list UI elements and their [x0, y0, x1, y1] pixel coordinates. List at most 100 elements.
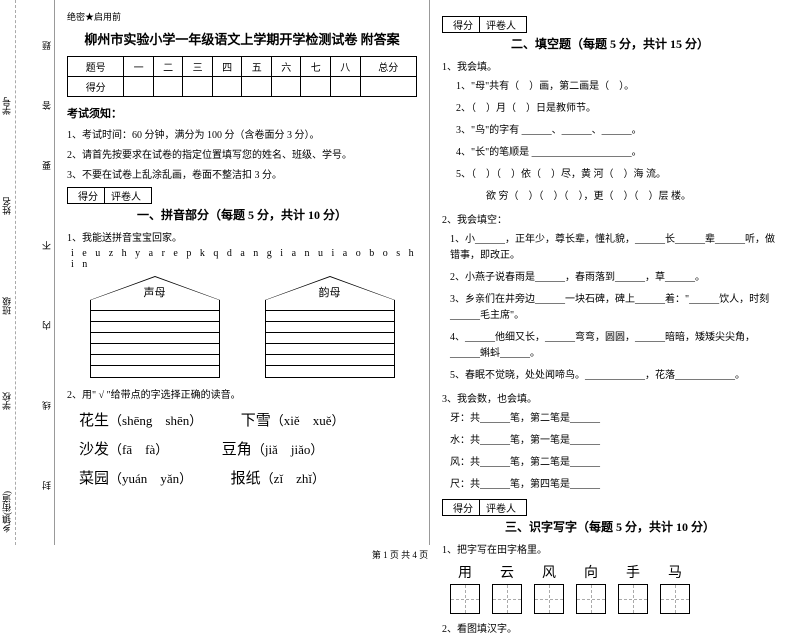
- score-cell: [360, 77, 417, 97]
- binding-label: 学号: [0, 97, 13, 115]
- house-shengmu: 声母: [90, 276, 220, 378]
- binding-vtext: 要: [40, 161, 53, 170]
- pron-row: 花生（shēng shēn） 下雪（xiě xuě）: [79, 409, 417, 430]
- binding-vtext: 不: [40, 241, 53, 250]
- fill-line: 尺：共______笔，第四笔是______: [450, 477, 778, 493]
- tianzi-group: 云: [492, 562, 522, 614]
- section-title: 二、填空题（每题 5 分，共计 15 分）: [442, 35, 778, 52]
- question: 3、我会数，也会填。: [442, 390, 778, 405]
- char: 云: [492, 562, 522, 582]
- exam-title: 柳州市实验小学一年级语文上学期开学检测试卷 附答案: [67, 29, 417, 48]
- section-title: 三、识字写字（每题 5 分，共计 10 分）: [442, 518, 778, 535]
- score-cell: [183, 77, 213, 97]
- score-cell: [242, 77, 272, 97]
- binding-vtext: 内: [40, 321, 53, 330]
- char: 马: [660, 562, 690, 582]
- tianzi-group: 向: [576, 562, 606, 614]
- score-cell: [124, 77, 154, 97]
- binding-vtext: 答: [40, 101, 53, 110]
- fill-line: 4、"长"的笔顺是 ____________________。: [456, 145, 778, 161]
- notice-line: 3、不要在试卷上乱涂乱画，卷面不整洁扣 3 分。: [67, 166, 417, 181]
- tianzi-row: 用 云 风 向 手 马: [450, 562, 778, 614]
- left-column: 绝密★启用前 柳州市实验小学一年级语文上学期开学检测试卷 附答案 题号 一 二 …: [55, 0, 430, 545]
- section-score-box: 得分 评卷人: [67, 187, 417, 204]
- char: 向: [576, 562, 606, 582]
- secrecy-mark: 绝密★启用前: [67, 10, 417, 23]
- fill-line: 风：共______笔，第二笔是______: [450, 455, 778, 471]
- fill-line: 5、（ ）（ ）依（ ）尽，黄 河（ ）海 流。: [456, 167, 778, 183]
- score-header: 四: [212, 57, 242, 77]
- tianzi-group: 马: [660, 562, 690, 614]
- char: 用: [450, 562, 480, 582]
- question: 2、我会填空：: [442, 211, 778, 226]
- notice-line: 2、请首先按要求在试卷的指定位置填写您的姓名、班级、学号。: [67, 146, 417, 161]
- score-header: 题号: [68, 57, 124, 77]
- score-header: 一: [124, 57, 154, 77]
- binding-dashed-line: [15, 0, 16, 545]
- score-header: 六: [271, 57, 301, 77]
- question: 1、我能送拼音宝宝回家。: [67, 229, 417, 244]
- tianzi-box: [660, 584, 690, 614]
- question: 1、我会填。: [442, 58, 778, 73]
- notice-line: 1、考试时间：60 分钟，满分为 100 分（含卷面分 3 分）。: [67, 126, 417, 141]
- pron-row: 菜园（yuán yǎn） 报纸（zǐ zhǐ）: [79, 467, 417, 488]
- binding-label: 乡镇(街道): [0, 491, 13, 533]
- roof-label: 声母: [90, 284, 220, 300]
- tianzi-group: 手: [618, 562, 648, 614]
- roof-label: 韵母: [265, 284, 395, 300]
- binding-margin: 乡镇(街道) 学校 班级 姓名 学号 封 线 内 不 要 答 题: [0, 0, 55, 545]
- right-column: 得分 评卷人 二、填空题（每题 5 分，共计 15 分） 1、我会填。 1、"母…: [430, 0, 790, 545]
- fill-line: 水：共______笔，第一笔是______: [450, 433, 778, 449]
- char: 手: [618, 562, 648, 582]
- score-cell: [212, 77, 242, 97]
- binding-label: 班级: [0, 297, 13, 315]
- grader-label: 评卷人: [105, 188, 147, 203]
- tianzi-box: [534, 584, 564, 614]
- section-title: 一、拼音部分（每题 5 分，共计 10 分）: [67, 206, 417, 223]
- score-cell: [271, 77, 301, 97]
- score-header: 七: [301, 57, 331, 77]
- houses: 声母 韵母: [67, 276, 417, 378]
- score-label: 得分: [72, 188, 105, 203]
- score-header: 八: [330, 57, 360, 77]
- tianzi-box: [450, 584, 480, 614]
- char: 风: [534, 562, 564, 582]
- binding-vtext: 线: [40, 401, 53, 410]
- binding-label: 学校: [0, 392, 13, 410]
- score-cell: [330, 77, 360, 97]
- question: 2、用" √ "给带点的字选择正确的读音。: [67, 386, 417, 401]
- pinyin-list: i e u z h y a r e p k q d a n g i a n u …: [71, 248, 417, 270]
- score-cell: 得分: [68, 77, 124, 97]
- section-score-box: 得分 评卷人: [442, 499, 778, 516]
- tianzi-box: [492, 584, 522, 614]
- score-header: 二: [153, 57, 183, 77]
- notice-title: 考试须知：: [67, 105, 417, 121]
- tianzi-group: 风: [534, 562, 564, 614]
- score-header: 三: [183, 57, 213, 77]
- score-label: 得分: [447, 17, 480, 32]
- fill-line: 3、乡亲们在井旁边______一块石碑，碑上______着："______饮人，…: [450, 292, 778, 324]
- score-cell: [301, 77, 331, 97]
- fill-line: 4、______他细又长，______弯弯，圆圆，______暗暗，矮矮尖尖角，…: [450, 330, 778, 362]
- page-footer: 第 1 页 共 4 页: [0, 548, 800, 561]
- fill-line: 3、"鸟"的字有 ______、______、______。: [456, 123, 778, 139]
- score-table: 题号 一 二 三 四 五 六 七 八 总分 得分: [67, 56, 417, 97]
- fill-line: 5、春眠不觉晓，处处闻啼鸟。____________，花落___________…: [450, 368, 778, 384]
- score-label: 得分: [447, 500, 480, 515]
- score-header: 总分: [360, 57, 417, 77]
- fill-line: 2、小燕子说春雨是______，春雨落到______，草______。: [450, 270, 778, 286]
- grader-label: 评卷人: [480, 500, 522, 515]
- fill-line: 欲 穷（ ）（ ）（ ），更（ ）（ ）层 楼。: [456, 189, 778, 205]
- fill-line: 1、"母"共有（ ）画，第二画是（ ）。: [456, 79, 778, 95]
- tianzi-box: [576, 584, 606, 614]
- binding-label: 姓名: [0, 197, 13, 215]
- binding-vtext: 封: [40, 481, 53, 490]
- score-header: 五: [242, 57, 272, 77]
- grader-label: 评卷人: [480, 17, 522, 32]
- question: 2、看图填汉字。: [442, 620, 778, 635]
- table-row: 得分: [68, 77, 417, 97]
- page: 乡镇(街道) 学校 班级 姓名 学号 封 线 内 不 要 答 题 绝密★启用前 …: [0, 0, 800, 545]
- fill-line: 牙：共______笔，第二笔是______: [450, 411, 778, 427]
- fill-line: 2、（ ）月（ ）日是教师节。: [456, 101, 778, 117]
- section-score-box: 得分 评卷人: [442, 16, 778, 33]
